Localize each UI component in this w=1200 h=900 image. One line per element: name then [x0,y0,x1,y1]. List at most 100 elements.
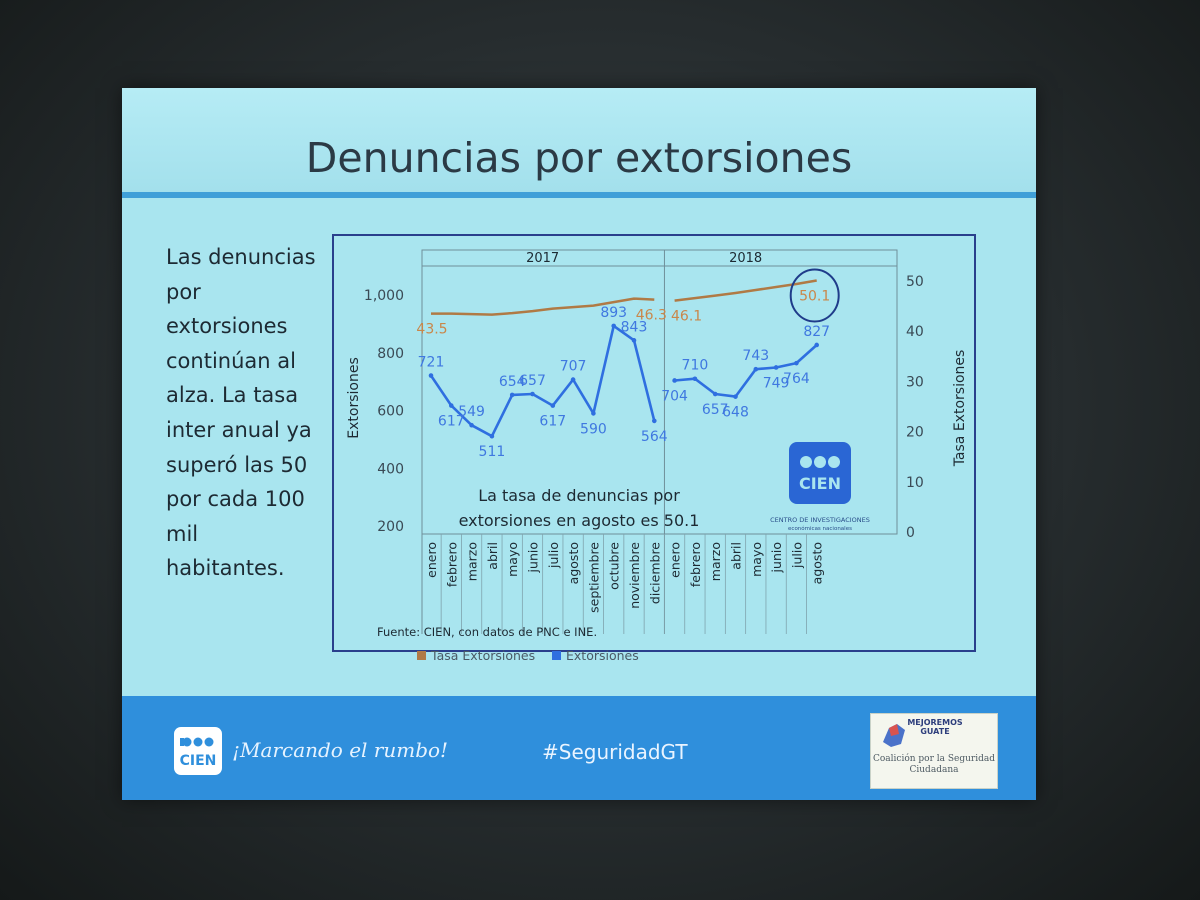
x-tick-label: febrero [688,542,703,587]
partner-map-icon [883,724,905,747]
chart-annotation: La tasa de denuncias por [478,486,680,505]
cien-logo-dot [828,456,840,468]
body-text-line: superó las 50 [166,452,308,477]
cien-logo-footer: CIEN [174,727,222,775]
x-tick-label: febrero [444,542,459,587]
count-data-point [814,342,819,348]
y2-tick-label: 30 [906,374,924,390]
presentation-slide: Denuncias por extorsiones Las denuncias p… [122,88,1036,800]
x-tick-label: enero [668,542,683,578]
count-data-label: 657 [519,373,546,389]
x-tick-label: julio [789,542,804,569]
count-data-point [489,433,495,439]
cien-logo-dot [814,456,826,468]
body-text-line: continúan al [166,348,296,373]
y2-tick-label: 50 [906,274,924,290]
count-data-label: 827 [803,324,830,340]
body-text-line: Las denuncias [166,245,316,269]
count-data-label: 764 [783,371,810,387]
y-tick-label: 800 [377,346,404,362]
source-note: Fuente: CIEN, con datos de PNC e INE. [377,625,597,639]
count-data-label: 590 [580,421,607,437]
chart-annotation: extorsiones en agosto es 50.1 [459,511,700,530]
cien-logo-caption-2: económicas nacionales [788,525,852,532]
partner-top-text: MEJOREMOS GUATE [907,718,963,736]
partner-logo: MEJOREMOS GUATE Coalición por la Segurid… [870,713,998,789]
rate-line-segment [431,297,655,316]
footer-logo-text: CIEN [180,753,217,769]
chart-frame: 2017 2018 200 400 600 800 1,000 0 10 20 30 40 50 Exto… [332,234,976,663]
slide-title: Denuncias por extorsiones [305,134,853,182]
x-tick-label: mayo [505,542,520,577]
body-text-line: por cada 100 [166,487,305,512]
x-tick-label: enero [424,542,439,578]
count-data-point [449,403,454,408]
cien-logo-text: CIEN [799,474,841,493]
x-tick-label: septiembre [586,542,601,613]
y2-tick-label: 10 [906,475,924,491]
count-data-label: 654 [499,374,526,390]
slogan: ¡Marcando el rumbo! [232,738,449,762]
line-chart: 2017 2018 200 400 600 800 1,000 0 10 20 30 40 50 Exto… [346,249,968,663]
count-data-point [773,365,779,370]
count-data-point [469,422,474,428]
x-tick-label: octubre [607,542,622,590]
year-label: 2018 [729,251,762,266]
y2-axis-title: Tasa Extorsiones [952,350,968,468]
x-tick-label: marzo [708,542,723,581]
x-tick-label: abril [729,542,744,570]
y2-tick-label: 0 [906,525,915,541]
partner-name: Coalición por la Seguridad Ciudadana [873,754,995,775]
footer-band: CIEN ¡Marcando el rumbo! #SeguridadGT ME… [122,696,1036,800]
title-band [122,88,1036,198]
cien-logo-box [789,442,851,504]
y-axis-title: Extorsiones [346,357,362,438]
rate-data-label: 46.3 [636,308,667,324]
count-data-label: 704 [661,388,688,404]
x-tick-label: diciembre [647,542,662,604]
x-tick-label: agosto [810,542,825,584]
count-data-point [509,392,515,398]
count-data-point [733,394,738,399]
count-data-point [692,376,698,382]
rate-data-label: 46.1 [671,309,702,325]
count-data-label: 657 [702,402,729,418]
count-data-point [530,391,535,397]
count-data-label: 648 [722,405,749,421]
rate-line-segment [674,279,817,302]
body-text-line: habitantes. [166,556,285,581]
year-label: 2017 [526,251,559,266]
x-tick-label: junio [769,542,784,573]
count-data-label: 843 [621,319,648,335]
count-data-label: 743 [742,348,769,364]
count-data-label: 549 [458,404,485,420]
highlight-circle [789,268,840,323]
count-data-label: 617 [539,414,566,430]
cien-logo-caption: CENTRO DE INVESTIGACIONES [770,516,870,524]
count-data-label: 749 [763,375,790,391]
y2-tick-label: 40 [906,324,924,340]
body-text-line: alza. La tasa [166,383,299,408]
count-line-segment [674,344,818,398]
count-data-label: 511 [479,444,506,460]
body-text-line: mil [166,521,199,546]
count-data-label: 721 [418,355,445,371]
legend-label-count: Extorsiones [566,648,639,663]
count-data-point [428,373,434,378]
count-data-point [794,360,799,366]
x-tick-label: julio [546,542,561,569]
count-data-label: 564 [641,429,668,445]
count-data-label: 617 [438,414,465,430]
y-tick-label: 200 [377,519,404,535]
x-tick-label: junio [526,542,541,573]
count-data-point [712,391,718,397]
count-data-label: 707 [560,359,587,375]
count-data-point [672,378,677,383]
x-tick-label: marzo [465,542,480,581]
body-text: Las denuncias por extorsiones continúan al a… [166,240,336,586]
x-tick-label: noviembre [627,542,642,609]
count-data-point [652,418,657,424]
legend-swatch-count [552,651,561,660]
body-text-line: extorsiones [166,314,288,339]
x-tick-label: mayo [749,542,764,577]
